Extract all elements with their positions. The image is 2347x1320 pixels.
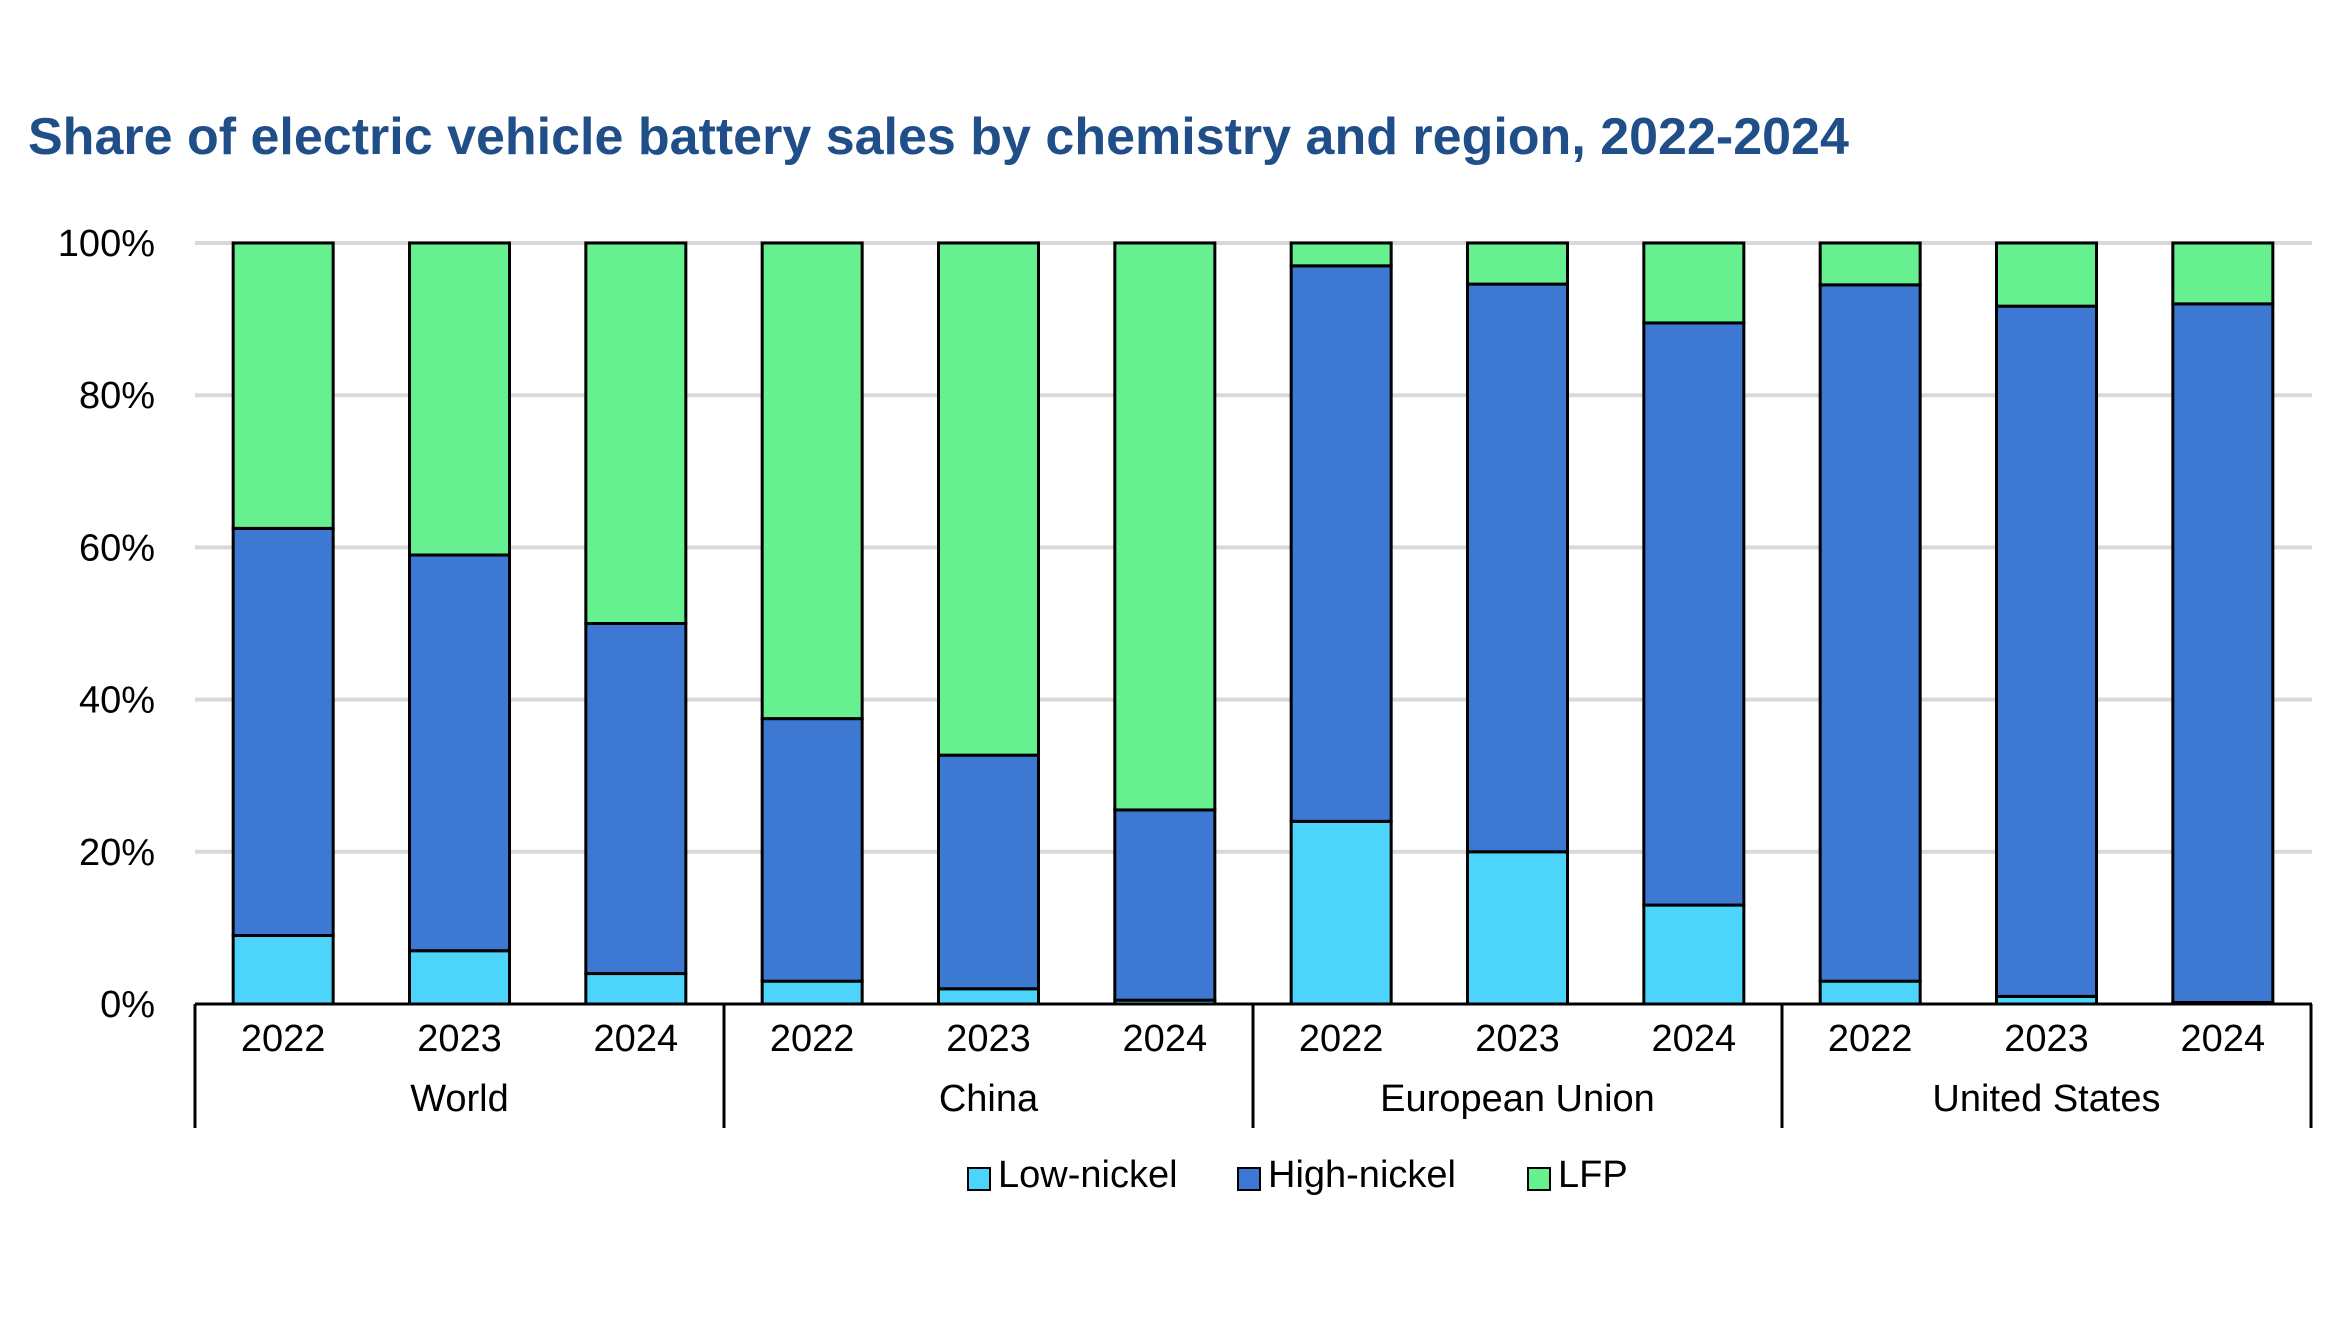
bar-low-nickel (231, 934, 335, 1006)
x-tick-label: 2023 (2004, 1018, 2089, 1060)
x-tick-label: 2024 (594, 1018, 679, 1060)
x-tick-label: 2022 (770, 1018, 855, 1060)
bar-low-nickel (937, 987, 1040, 1006)
bar-low-nickel (584, 972, 688, 1006)
y-tick-label: 20% (79, 832, 155, 874)
legend-swatch (1237, 1167, 1261, 1191)
x-tick-label: 2023 (417, 1018, 502, 1060)
bar-high-nickel (1642, 321, 1746, 907)
bar-lfp (1289, 241, 1393, 268)
bar-high-nickel (1995, 304, 2098, 998)
bar-lfp (1113, 241, 1217, 812)
bar-lfp (1466, 241, 1569, 286)
x-tick-label: 2024 (2181, 1018, 2266, 1060)
y-tick-label: 40% (79, 680, 155, 722)
bar-high-nickel (1818, 283, 1922, 983)
y-tick-label: 100% (58, 223, 155, 265)
bar-high-nickel (231, 526, 335, 938)
legend-layer: Low-nickel High-nickel LFP (967, 1154, 1628, 1196)
legend-swatch (1527, 1167, 1551, 1191)
group-label: United States (1932, 1078, 2160, 1120)
legend-label: Low-nickel (998, 1154, 1178, 1196)
bar-high-nickel (584, 622, 688, 976)
y-tick-label: 0% (100, 984, 155, 1026)
legend-label: High-nickel (1268, 1154, 1456, 1196)
bar-lfp (1995, 241, 2098, 308)
x-tick-label: 2023 (946, 1018, 1031, 1060)
bar-lfp (584, 241, 688, 625)
bar-high-nickel (1289, 264, 1393, 823)
x-tick-label: 2024 (1652, 1018, 1737, 1060)
bars-layer (231, 241, 2275, 1006)
bar-lfp (1818, 241, 1922, 287)
bar-high-nickel (760, 717, 864, 983)
axis-layer: 0% 20% 40% 60% 80% 100% 2022 2023 2024 2022 2023 20… (58, 223, 2313, 1128)
legend-swatch (967, 1167, 991, 1191)
bar-lfp (2171, 241, 2275, 306)
bar-lfp (937, 241, 1040, 757)
bar-lfp (408, 241, 511, 557)
legend-label: LFP (1558, 1154, 1628, 1196)
bar-low-nickel (1289, 819, 1393, 1006)
bar-lfp (231, 241, 335, 530)
x-tick-label: 2023 (1475, 1018, 1560, 1060)
bar-high-nickel (1466, 282, 1569, 854)
bar-low-nickel (408, 949, 511, 1006)
grid-layer (195, 241, 2312, 854)
group-label: World (410, 1078, 509, 1120)
bar-lfp (1642, 241, 1746, 325)
group-label: European Union (1380, 1078, 1655, 1120)
x-tick-label: 2022 (1299, 1018, 1384, 1060)
x-tick-label: 2022 (1828, 1018, 1913, 1060)
bar-high-nickel (1113, 808, 1217, 1002)
bar-low-nickel (1642, 903, 1746, 1006)
bar-low-nickel (760, 979, 864, 1006)
x-tick-label: 2022 (241, 1018, 326, 1060)
bar-low-nickel (1466, 850, 1569, 1006)
x-tick-label: 2024 (1123, 1018, 1208, 1060)
group-label: China (939, 1078, 1039, 1120)
bar-high-nickel (408, 553, 511, 953)
bar-low-nickel (1818, 979, 1922, 1006)
y-tick-label: 60% (79, 527, 155, 569)
y-tick-label: 80% (79, 375, 155, 417)
bar-lfp (760, 241, 864, 721)
bar-high-nickel (2171, 302, 2275, 1004)
chart-title: Share of electric vehicle battery sales … (28, 108, 1849, 166)
bar-high-nickel (937, 753, 1040, 991)
